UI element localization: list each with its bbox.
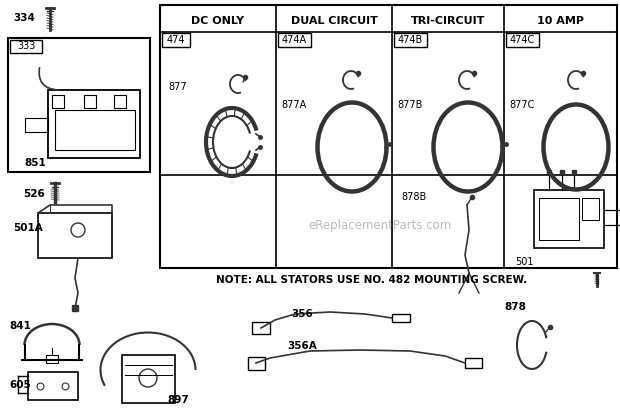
Text: 877C: 877C — [509, 100, 534, 110]
Text: 501A: 501A — [13, 223, 43, 233]
Text: 474: 474 — [167, 35, 185, 45]
Text: 605: 605 — [9, 380, 31, 390]
Text: 356A: 356A — [287, 341, 317, 351]
Polygon shape — [506, 33, 539, 47]
Polygon shape — [278, 33, 311, 47]
Text: DC ONLY: DC ONLY — [192, 16, 244, 26]
Polygon shape — [10, 40, 42, 53]
Text: 356: 356 — [291, 309, 313, 319]
Text: 474B: 474B — [398, 35, 423, 45]
Text: 501: 501 — [515, 257, 533, 267]
Text: 333: 333 — [17, 41, 35, 51]
Text: 877A: 877A — [281, 100, 307, 110]
Text: TRI-CIRCUIT: TRI-CIRCUIT — [411, 16, 485, 26]
Text: eReplacementParts.com: eReplacementParts.com — [308, 219, 451, 232]
Polygon shape — [162, 33, 190, 47]
Text: 474C: 474C — [510, 35, 535, 45]
Text: 878: 878 — [504, 302, 526, 312]
Text: 851: 851 — [24, 158, 46, 168]
Text: 334: 334 — [13, 13, 35, 23]
Text: 526: 526 — [24, 189, 45, 199]
Text: 877: 877 — [169, 82, 187, 92]
Text: 877B: 877B — [397, 100, 423, 110]
Text: 474A: 474A — [282, 35, 307, 45]
Text: 841: 841 — [9, 321, 31, 331]
Text: 10 AMP: 10 AMP — [537, 16, 584, 26]
Text: NOTE: ALL STATORS USE NO. 482 MOUNTING SCREW.: NOTE: ALL STATORS USE NO. 482 MOUNTING S… — [216, 275, 528, 285]
Text: 878B: 878B — [401, 192, 427, 202]
Text: 897: 897 — [167, 395, 189, 405]
Polygon shape — [394, 33, 427, 47]
Text: DUAL CIRCUIT: DUAL CIRCUIT — [291, 16, 378, 26]
